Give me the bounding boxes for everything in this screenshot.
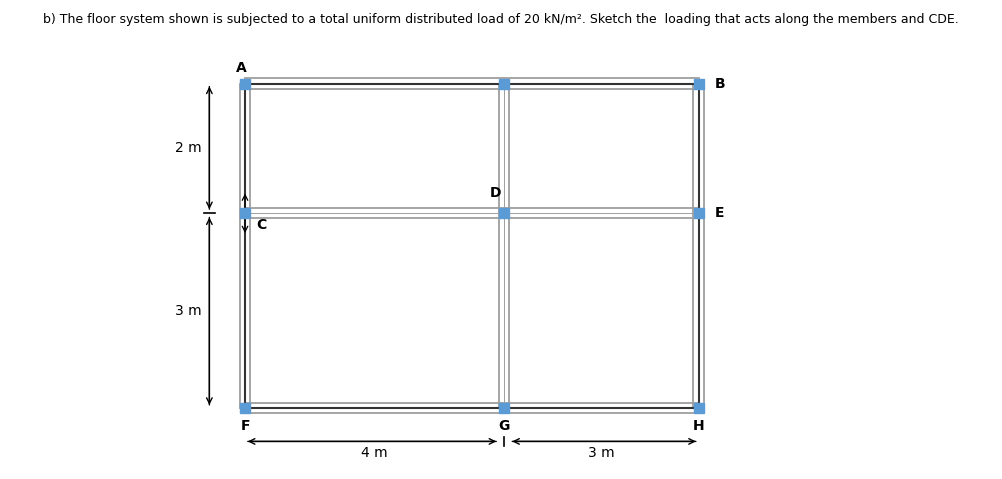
Text: H: H xyxy=(692,420,704,433)
Text: D: D xyxy=(490,186,501,200)
Text: E: E xyxy=(714,206,724,220)
Text: B: B xyxy=(714,77,725,91)
Text: 3 m: 3 m xyxy=(588,446,615,460)
Text: b) The floor system shown is subjected to a total uniform distributed load of 20: b) The floor system shown is subjected t… xyxy=(43,13,959,26)
Text: G: G xyxy=(499,420,510,433)
Text: A: A xyxy=(236,61,247,75)
Text: 3 m: 3 m xyxy=(175,304,201,318)
Text: C: C xyxy=(257,218,267,232)
Text: 4 m: 4 m xyxy=(362,446,388,460)
Text: 2 m: 2 m xyxy=(175,141,201,156)
Text: F: F xyxy=(240,420,249,433)
